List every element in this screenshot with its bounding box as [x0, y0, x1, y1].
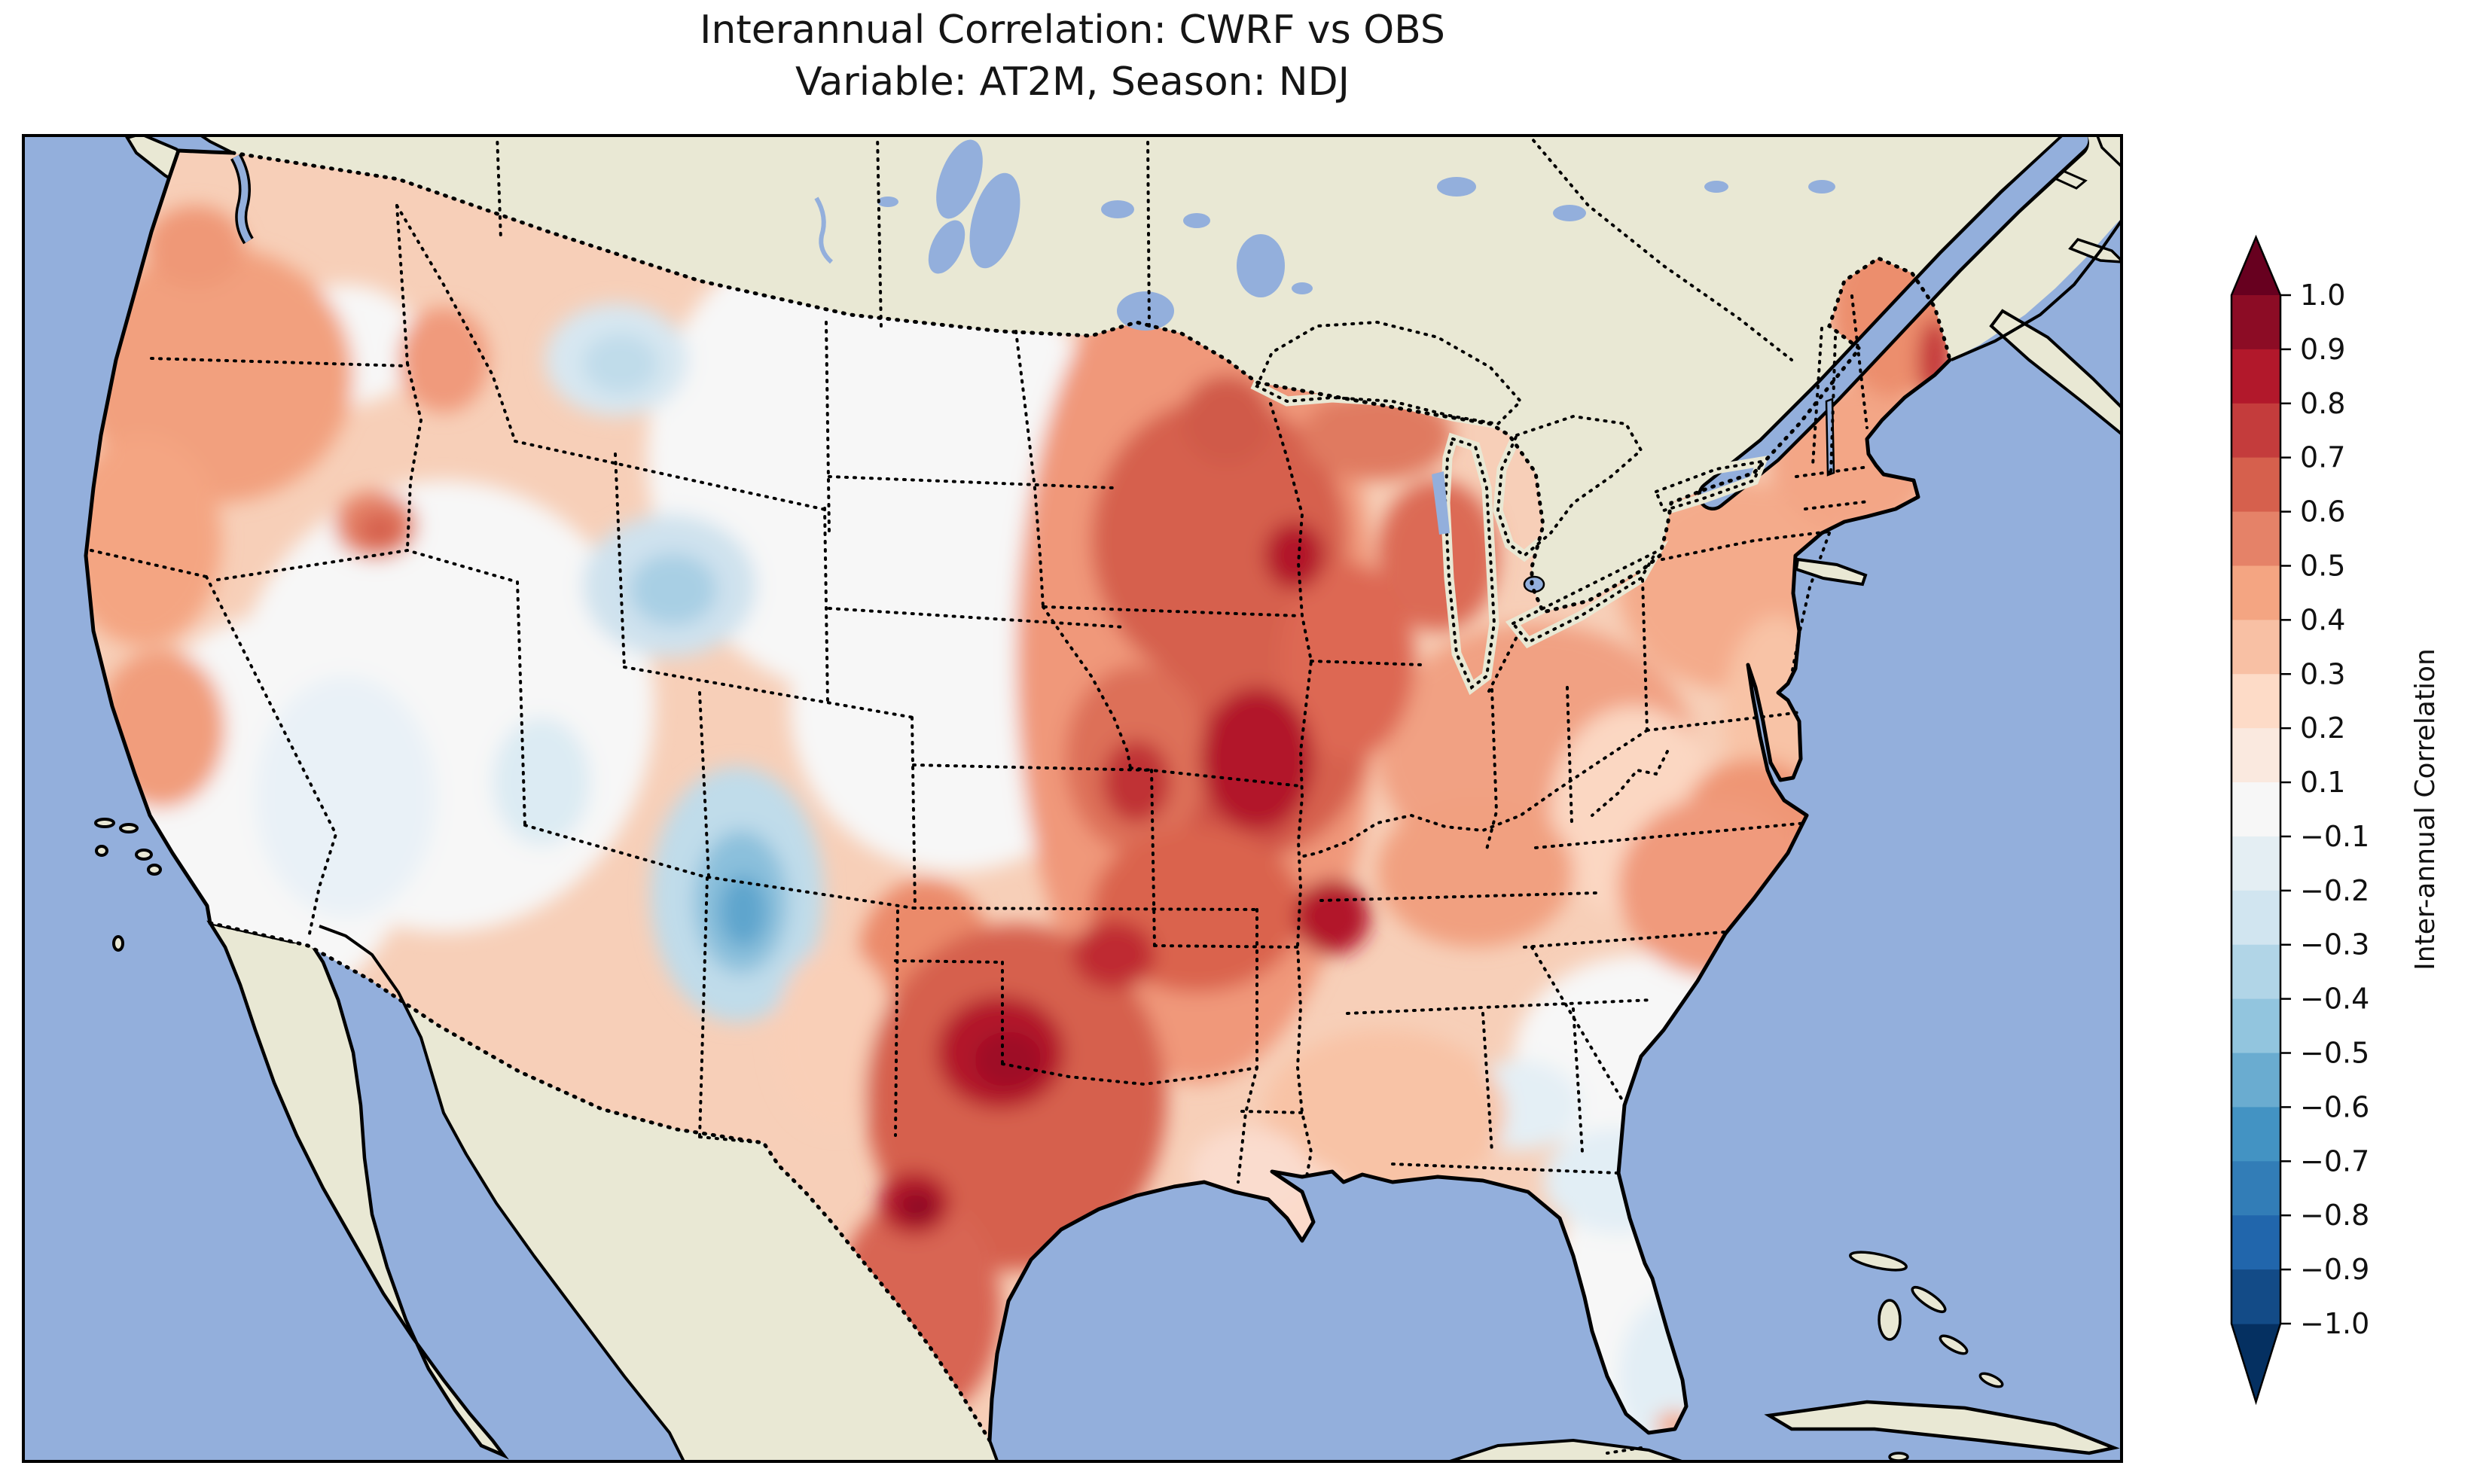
correlation-field-blobs [86, 172, 1950, 1440]
colorbar-tick-label: 1.0 [2300, 279, 2345, 312]
colorbar-band [2231, 511, 2280, 567]
colorbar-band [2231, 1107, 2280, 1162]
figure-title-line2: Variable: AT2M, Season: NDJ [795, 59, 1350, 105]
mexico-landmass [206, 920, 2120, 1463]
baja-california [206, 920, 509, 1460]
colorbar-tick-label: 0.7 [2300, 441, 2345, 474]
colorbar-tick-label: 0.1 [2300, 766, 2345, 799]
international-borders [208, 134, 1952, 1455]
colorbar-band [2231, 728, 2280, 783]
colorbar-band [2231, 944, 2280, 1000]
colorbar-band [2231, 1269, 2280, 1324]
bahamas-islands [1849, 1251, 2004, 1462]
figure-title-line1: Interannual Correlation: CWRF vs OBS [700, 8, 1445, 53]
colorbar-tick-label: −0.7 [2300, 1144, 2369, 1178]
atlantic-gulf-coastline [987, 358, 1952, 1443]
florida-keys [1606, 1446, 1643, 1455]
colorbar-tick-label: −0.3 [2300, 928, 2369, 961]
colorbar-tick-label: −1.0 [2300, 1307, 2369, 1340]
colorbar-axis-label: Inter-annual Correlation [2410, 648, 2441, 971]
map-frame [22, 134, 2123, 1463]
lake-ontario [1654, 459, 1765, 513]
coastal-islands [94, 557, 1868, 952]
colorbar-band [2231, 1053, 2280, 1108]
figure-title: Interannual Correlation: CWRF vs OBS Var… [22, 5, 2123, 108]
colorbar-tick-label: 0.6 [2300, 495, 2345, 529]
great-lakes [1250, 317, 1835, 696]
colorbar-band [2231, 349, 2280, 404]
us-canada-border [230, 151, 1952, 614]
cuba [1764, 1400, 2120, 1455]
green-bay [1432, 471, 1450, 535]
state-borders [90, 204, 1870, 1184]
colorbar-band [2231, 782, 2280, 837]
colorbar-band [2231, 1215, 2280, 1270]
colorbar-tick-label: 0.8 [2300, 387, 2345, 420]
colorbar-band [2231, 457, 2280, 513]
us-mexico-border [208, 921, 992, 1443]
colorbar-band [2231, 998, 2280, 1054]
newfoundland-corner [2095, 134, 2123, 170]
colorbar-band [2231, 565, 2280, 620]
lake-erie [1510, 548, 1661, 644]
colorbar-tick-label: −0.1 [2300, 820, 2369, 853]
colorbar-band [2231, 890, 2280, 946]
bc-alberta-border [496, 134, 502, 241]
st-lawrence-river [1698, 134, 2089, 510]
manitoba-ontario-border [1146, 134, 1151, 333]
colorbar-band [2231, 674, 2280, 729]
colorbar-band [2231, 403, 2280, 459]
yucatan-strip [1444, 1438, 1687, 1463]
gulf-of-california-coastline [319, 925, 686, 1463]
colorbar-band [2231, 1161, 2280, 1216]
map-panel [22, 134, 2123, 1463]
lake-michigan [1443, 437, 1496, 690]
new-brunswick-coastline [1951, 217, 2123, 361]
colorbar-tick-label: 0.5 [2300, 549, 2345, 582]
colorbar-tick-label: 0.4 [2300, 603, 2345, 636]
lake-huron [1496, 414, 1643, 558]
us-coastlines [84, 134, 2123, 1463]
colorbar-tick-label: −0.5 [2300, 1037, 2369, 1070]
colorbar-tick-label: 0.9 [2300, 333, 2345, 366]
long-island [1794, 557, 1868, 587]
colorbar-band [2231, 295, 2280, 350]
colorbar-tick-label: 0.3 [2300, 657, 2345, 690]
colorbar-tick-label: −0.6 [2300, 1090, 2369, 1123]
colorbar-band [2231, 836, 2280, 891]
ontario-quebec-border [1527, 134, 1793, 361]
sask-manitoba-border [876, 134, 883, 330]
colorbar-extend-min [2231, 1324, 2280, 1402]
map-canvas [22, 134, 2123, 1463]
prince-edward-island [2068, 237, 2123, 264]
colorbar-tick-label: −0.9 [2300, 1253, 2369, 1286]
pacific-coastline [84, 148, 235, 925]
canada-river [814, 197, 834, 264]
colorbar-band [2231, 620, 2280, 675]
colorbar-extend-max [2231, 237, 2280, 295]
puget-sound [233, 154, 252, 243]
colorbar-tick-label: −0.8 [2300, 1199, 2369, 1232]
colorbar-tick-label: −0.2 [2300, 874, 2369, 907]
colorbar: 1.0 0.9 0.8 0.7 0.6 0.5 0.4 0.3 0.2 0.1 −0.1 −0.2 −0… [2230, 234, 2441, 1406]
colorbar-panel: 1.0 0.9 0.8 0.7 0.6 0.5 0.4 0.3 0.2 0.1 −0.1 −0.2 −0… [2169, 181, 2470, 1446]
canada-lakes [814, 139, 1835, 331]
colorbar-tick-label: −0.4 [2300, 983, 2369, 1016]
mexico-gulf-coastline [988, 1440, 999, 1463]
colorbar-tick-label: 0.2 [2300, 712, 2345, 745]
